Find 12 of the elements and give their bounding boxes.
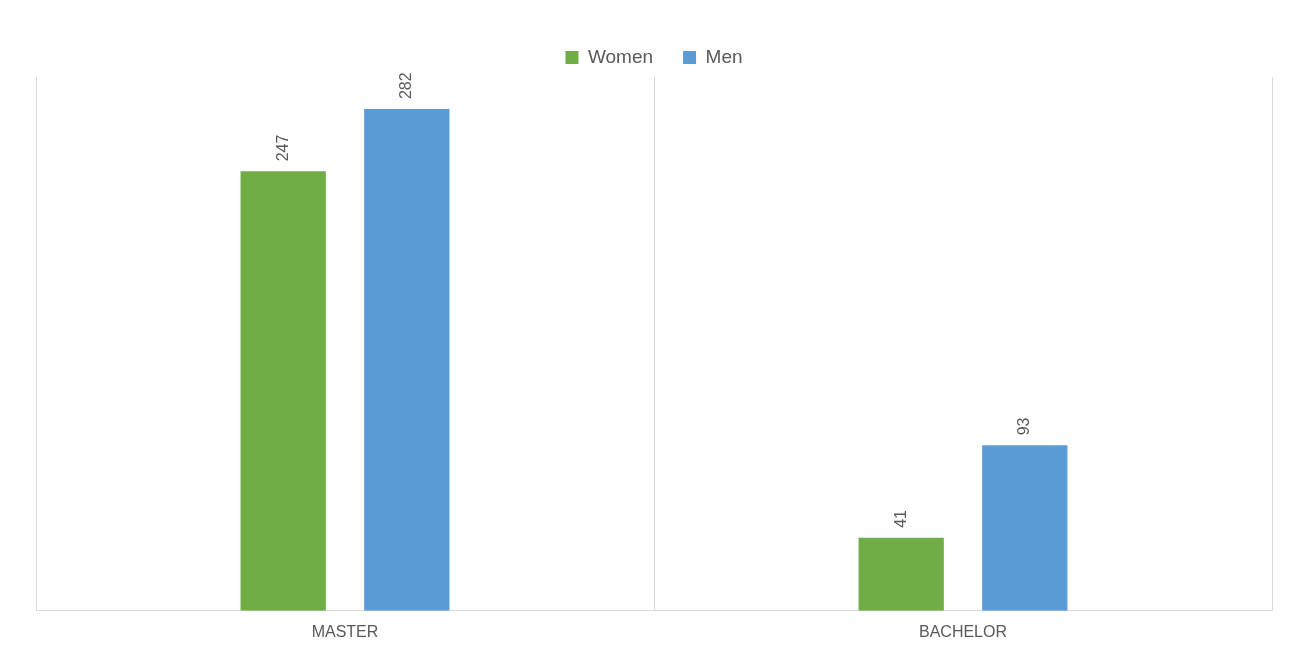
legend-label: Women (587, 45, 654, 67)
x-tick-label: MASTER (311, 622, 379, 640)
x-tick-label: BACHELOR (918, 622, 1008, 640)
bar (364, 109, 450, 611)
bar (982, 445, 1068, 611)
data-label: 93 (1015, 417, 1033, 436)
data-label: 247 (273, 134, 291, 162)
data-label: 41 (891, 509, 909, 528)
data-label: 282 (397, 72, 415, 100)
bar (240, 171, 326, 611)
legend-label: Men (705, 45, 743, 67)
bar (858, 537, 944, 611)
